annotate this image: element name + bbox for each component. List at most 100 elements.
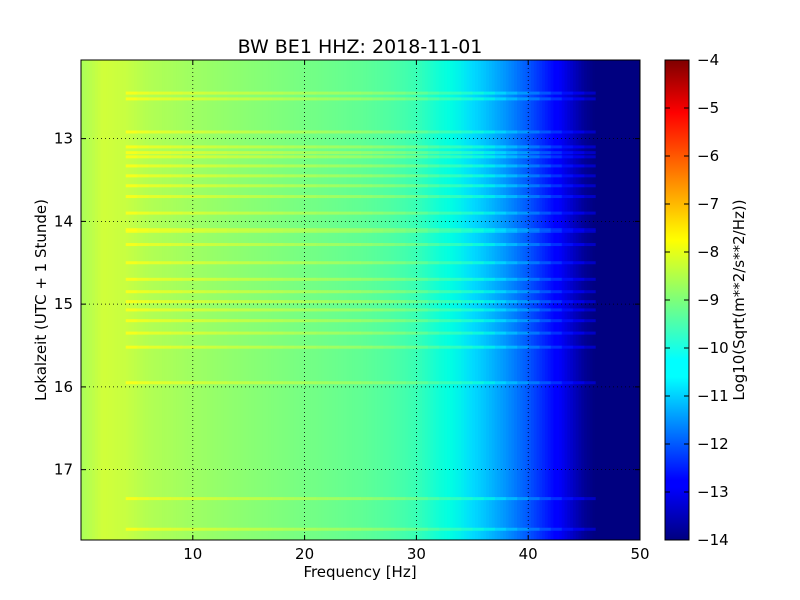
heatmap-column — [472, 60, 476, 540]
heatmap-band — [259, 229, 272, 233]
heatmap-column — [301, 60, 306, 540]
heatmap-band — [483, 228, 496, 232]
heatmap-band — [438, 97, 451, 101]
heatmap-band — [505, 229, 518, 233]
heatmap-band — [192, 97, 205, 101]
heatmap-band — [382, 345, 395, 349]
heatmap-column — [201, 60, 205, 540]
heatmap-band — [449, 164, 462, 168]
heatmap-band — [584, 527, 596, 531]
heatmap-band — [271, 155, 283, 159]
heatmap-band — [259, 345, 272, 349]
heatmap-column — [553, 60, 557, 540]
heatmap-band — [550, 381, 563, 385]
heatmap-column — [164, 60, 169, 540]
heatmap-column — [525, 60, 529, 540]
heatmap-band — [215, 331, 227, 335]
heatmap-band — [282, 331, 294, 335]
heatmap-column — [463, 60, 468, 540]
heatmap-band — [304, 164, 317, 168]
heatmap-band — [203, 91, 216, 95]
heatmap-band — [304, 381, 317, 385]
heatmap-band — [528, 97, 540, 101]
heatmap-band — [472, 345, 484, 349]
heatmap-band — [550, 174, 563, 178]
heatmap-band — [483, 261, 496, 265]
heatmap-column — [438, 60, 443, 540]
heatmap-column — [461, 60, 465, 540]
heatmap-band — [416, 345, 428, 349]
heatmap-band — [550, 151, 563, 155]
heatmap-band — [237, 164, 250, 168]
heatmap-column — [173, 60, 177, 540]
heatmap-band — [271, 277, 283, 281]
heatmap-band — [159, 290, 171, 294]
heatmap-band — [416, 151, 428, 155]
heatmap-band — [170, 195, 183, 199]
heatmap-band — [271, 261, 283, 265]
heatmap-band — [293, 195, 305, 199]
heatmap-band — [394, 155, 406, 159]
heatmap-band — [382, 319, 395, 323]
heatmap-band — [125, 184, 138, 188]
heatmap-band — [461, 164, 473, 168]
heatmap-band — [326, 345, 339, 349]
heatmap-band — [394, 243, 406, 247]
heatmap-band — [427, 527, 440, 531]
heatmap-column — [433, 60, 437, 540]
heatmap-band — [125, 497, 138, 501]
heatmap-band — [136, 319, 149, 323]
heatmap-band — [449, 308, 462, 312]
heatmap-band — [293, 211, 305, 215]
heatmap-band — [405, 155, 417, 159]
heatmap-band — [360, 164, 373, 168]
heatmap-band — [483, 151, 496, 155]
heatmap-column — [92, 60, 96, 540]
heatmap-band — [416, 195, 428, 199]
heatmap-band — [449, 300, 462, 304]
heatmap-band — [315, 319, 328, 323]
heatmap-band — [382, 97, 395, 101]
heatmap-band — [494, 164, 507, 168]
heatmap-band — [237, 174, 250, 178]
heatmap-column — [595, 60, 599, 540]
heatmap-band — [360, 91, 373, 95]
heatmap-band — [517, 319, 529, 323]
heatmap-band — [472, 331, 484, 335]
heatmap-band — [259, 277, 272, 281]
heatmap-band — [550, 130, 563, 134]
heatmap-band — [159, 151, 171, 155]
heatmap-band — [181, 308, 194, 312]
heatmap-band — [427, 319, 440, 323]
heatmap-band — [528, 228, 540, 232]
heatmap-band — [304, 277, 317, 281]
heatmap-band — [203, 331, 216, 335]
heatmap-column — [307, 60, 311, 540]
heatmap-band — [416, 308, 428, 312]
heatmap-band — [203, 308, 216, 312]
heatmap-band — [572, 130, 585, 134]
heatmap-band — [561, 164, 574, 168]
heatmap-band — [539, 300, 551, 304]
heatmap-band — [360, 211, 373, 215]
heatmap-band — [517, 243, 529, 247]
heatmap-band — [572, 229, 585, 233]
heatmap-band — [461, 319, 473, 323]
heatmap-band — [494, 308, 507, 312]
heatmap-band — [304, 174, 317, 178]
heatmap-band — [237, 345, 250, 349]
heatmap-band — [405, 151, 417, 155]
x-tick-label: 20 — [295, 545, 314, 563]
heatmap-band — [338, 164, 350, 168]
heatmap-band — [483, 345, 496, 349]
colorbar-tick-label: −10 — [697, 339, 729, 357]
heatmap-band — [427, 497, 440, 501]
heatmap-column — [315, 60, 320, 540]
heatmap-column — [354, 60, 359, 540]
heatmap-column — [192, 60, 197, 540]
heatmap-band — [349, 290, 361, 294]
heatmap-band — [304, 91, 317, 95]
heatmap-band — [215, 174, 227, 178]
heatmap-band — [293, 243, 305, 247]
heatmap-band — [539, 151, 551, 155]
